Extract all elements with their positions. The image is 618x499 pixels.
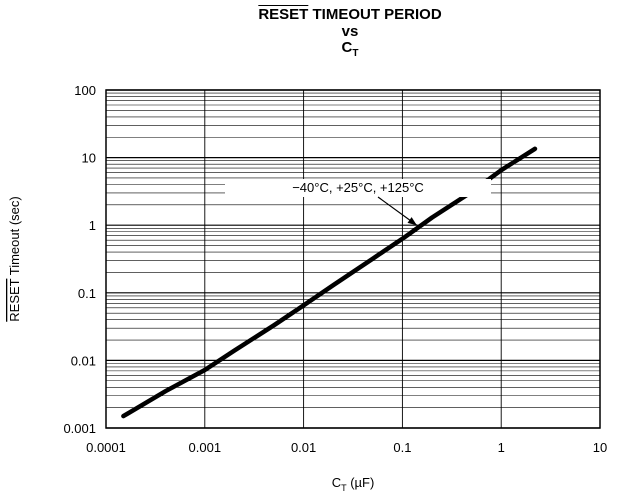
y-tick-labels: 0.001 0.01 0.1 1 10 100 xyxy=(63,83,96,436)
y-tick-label: 0.001 xyxy=(63,421,96,436)
x-tick-label: 0.1 xyxy=(393,440,411,455)
title-rest-text: TIMEOUT PERIOD xyxy=(308,6,442,23)
y-tick-label: 0.1 xyxy=(78,286,96,301)
y-tick-label: 10 xyxy=(82,151,96,166)
chart-title-line-2: vs xyxy=(341,23,359,40)
y-axis-label-over: RESET xyxy=(7,278,22,321)
x-axis-label-main: C xyxy=(332,475,341,490)
x-tick-label: 0.001 xyxy=(189,440,222,455)
y-axis-label: RESET Timeout (sec) xyxy=(7,196,22,321)
y-tick-label: 100 xyxy=(74,83,96,98)
chart-title-line-1: RESET TIMEOUT PERIOD xyxy=(100,6,600,23)
chart-grid xyxy=(105,89,601,429)
annotation-arrowhead xyxy=(407,217,417,226)
x-tick-labels: 0.0001 0.001 0.01 0.1 1 10 xyxy=(86,440,607,455)
x-axis-label-sub: T xyxy=(341,483,347,493)
x-axis-label-rest: (µF) xyxy=(347,475,375,490)
x-tick-label: 0.0001 xyxy=(86,440,126,455)
annotation-background xyxy=(225,179,491,197)
title-ct-main: C xyxy=(341,39,353,56)
x-tick-label: 10 xyxy=(593,440,607,455)
title-ct-sub: T xyxy=(352,48,359,59)
curve-annotation: −40°C, +25°C, +125°C xyxy=(225,179,491,226)
plot-frame xyxy=(105,89,601,429)
y-axis-label-rest: Timeout (sec) xyxy=(7,196,22,278)
title-overbar-text: RESET xyxy=(258,6,309,23)
annotation-text: −40°C, +25°C, +125°C xyxy=(292,180,424,195)
x-tick-label: 1 xyxy=(498,440,505,455)
chart-title-line-3: CT xyxy=(100,39,600,62)
x-tick-label: 0.01 xyxy=(291,440,316,455)
y-tick-label: 0.01 xyxy=(71,353,96,368)
y-tick-label: 1 xyxy=(89,218,96,233)
x-axis-label: CT (µF) xyxy=(332,475,375,493)
